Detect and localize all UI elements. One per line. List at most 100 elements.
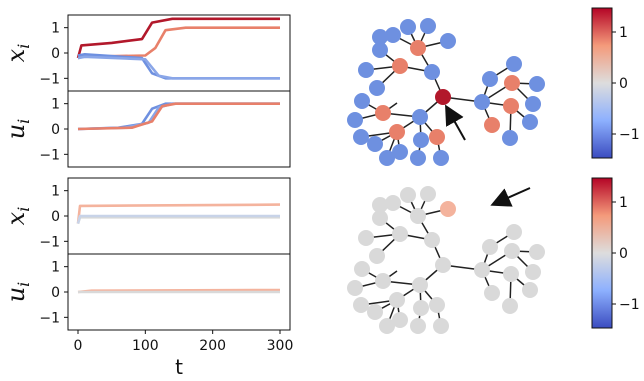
network-node [372, 29, 388, 45]
network-node [420, 18, 436, 34]
colorbar-tick-label: 0 [619, 76, 628, 92]
network-node [385, 195, 401, 211]
network-node [502, 298, 518, 314]
y-tick-label: −1 [39, 71, 60, 87]
series-line-2 [77, 102, 280, 131]
network-node [413, 300, 429, 316]
network-bottom [347, 186, 545, 334]
y-axis-label: xi [2, 44, 33, 63]
network-node [440, 201, 456, 217]
y-axis-label: ui [2, 282, 33, 303]
network-node [482, 239, 498, 255]
network-node [358, 230, 374, 246]
y-tick-label: 0 [51, 122, 60, 138]
network-node [389, 124, 405, 140]
network-node [474, 94, 490, 110]
network-node [372, 197, 388, 213]
network-node [525, 264, 541, 280]
network-node [412, 109, 428, 125]
y-tick-label: −1 [39, 147, 60, 163]
network-node [435, 89, 451, 105]
network-node [435, 257, 451, 273]
colorbar-tick-label: −1 [619, 297, 640, 313]
network-node [410, 318, 426, 334]
network-node [413, 132, 429, 148]
network-node [440, 33, 456, 49]
colorbar-2: 1 0 −1 [591, 177, 640, 329]
x-tick-label: 200 [199, 338, 226, 354]
network-node [529, 76, 545, 92]
pointer-arrow [490, 187, 531, 207]
x-tick-label: 300 [267, 338, 294, 354]
pointer-arrow [445, 104, 466, 141]
line-panel-3: 1 0 −1 xi [2, 177, 291, 255]
network-node [375, 273, 391, 289]
network-node [529, 244, 545, 260]
y-tick-label: 1 [51, 184, 60, 200]
network-node [379, 318, 395, 334]
colorbar-tick-label: −1 [619, 127, 640, 143]
network-node [420, 186, 436, 202]
network-node [389, 292, 405, 308]
network-node [506, 56, 522, 72]
network-node [354, 261, 370, 277]
network-node [392, 226, 408, 242]
colorbar-tick-label: 1 [619, 195, 628, 211]
network-node [410, 208, 426, 224]
colorbar-tick-label: 0 [619, 246, 628, 262]
network-node [400, 187, 416, 203]
y-tick-label: 0 [51, 209, 60, 225]
series-line-1 [77, 102, 280, 131]
network-node [484, 117, 500, 133]
x-tick-label: 100 [132, 338, 159, 354]
series-line-2 [76, 216, 280, 224]
network-node [385, 27, 401, 43]
network-node [400, 19, 416, 35]
network-node [372, 42, 388, 58]
network-node [474, 262, 490, 278]
line-panel-1: 1 0 −1 xi [2, 14, 291, 92]
x-axis-label: t [175, 355, 183, 379]
colorbar-tick-label: 1 [619, 25, 628, 41]
network-node [392, 312, 408, 328]
network-node [367, 136, 383, 152]
series-line-1 [76, 203, 281, 224]
network-node [504, 75, 520, 91]
network-node [522, 114, 538, 130]
y-axis-label: ui [2, 119, 33, 140]
network-node [379, 150, 395, 166]
network-node [506, 224, 522, 240]
network-top [347, 18, 545, 166]
network-node [433, 318, 449, 334]
network-node [482, 71, 498, 87]
line-panel-2: 1 0 −1 ui [2, 90, 291, 168]
network-node [353, 129, 369, 145]
network-node [429, 297, 445, 313]
network-node [410, 40, 426, 56]
network-node [412, 277, 428, 293]
network-node [375, 105, 391, 121]
network-node [367, 304, 383, 320]
network-node [369, 248, 385, 264]
network-node [392, 144, 408, 160]
colorbar-gradient [591, 177, 613, 329]
x-tick-label: 0 [74, 338, 83, 354]
network-node [424, 64, 440, 80]
network-node [358, 62, 374, 78]
y-tick-label: 1 [51, 260, 60, 276]
network-node [392, 58, 408, 74]
y-tick-label: 1 [51, 97, 60, 113]
network-node [525, 96, 541, 112]
network-node [353, 297, 369, 313]
y-tick-label: 0 [51, 285, 60, 301]
y-axis-label: xi [2, 207, 33, 226]
line-panel-4: 1 0 −1 ui 0 100 200 300 t [2, 253, 294, 379]
network-node [429, 129, 445, 145]
network-node [484, 285, 500, 301]
network-node [503, 98, 519, 114]
y-tick-label: 0 [51, 46, 60, 62]
y-tick-label: −1 [39, 310, 60, 326]
network-node [347, 280, 363, 296]
network-node [410, 150, 426, 166]
